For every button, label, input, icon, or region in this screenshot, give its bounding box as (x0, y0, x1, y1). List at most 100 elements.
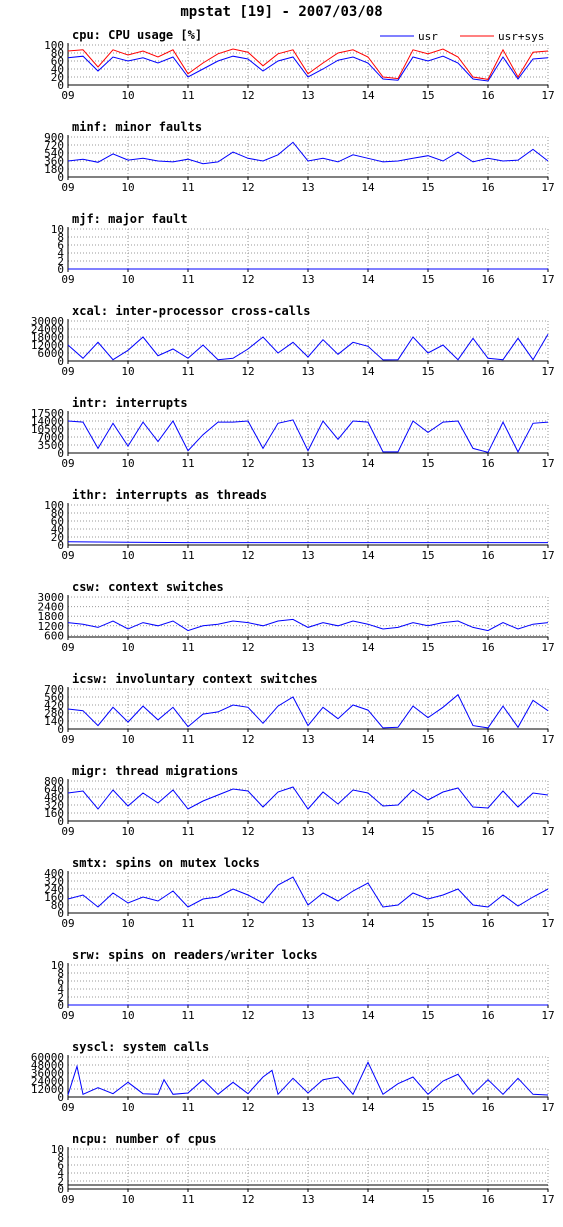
x-tick-label: 09 (61, 1193, 74, 1206)
x-tick-label: 11 (181, 1009, 194, 1022)
x-tick-label: 17 (541, 273, 554, 286)
x-tick-label: 16 (481, 549, 494, 562)
x-tick-label: 09 (61, 365, 74, 378)
x-tick-label: 13 (301, 457, 314, 470)
y-tick-label: 6 (57, 239, 64, 252)
y-tick-label: 12000 (31, 1083, 64, 1096)
y-tick-label: 60000 (31, 1051, 64, 1064)
x-tick-label: 16 (481, 917, 494, 930)
x-tick-label: 15 (421, 917, 434, 930)
series-line (67, 334, 549, 361)
x-tick-label: 15 (421, 181, 434, 194)
x-tick-label: 17 (541, 641, 554, 654)
chart-xcal: xcal: inter-processor cross-calls0600012… (31, 304, 555, 378)
chart-title: migr: thread migrations (72, 764, 238, 778)
y-tick-label: 360 (44, 155, 64, 168)
y-tick-label: 0 (57, 723, 64, 736)
y-tick-label: 8 (57, 1151, 64, 1164)
x-tick-label: 16 (481, 1193, 494, 1206)
y-tick-label: 1800 (38, 610, 65, 623)
series-line (67, 541, 548, 544)
y-tick-label: 14000 (31, 415, 64, 428)
x-tick-label: 16 (481, 1009, 494, 1022)
y-tick-label: 320 (44, 799, 64, 812)
x-tick-label: 13 (301, 733, 314, 746)
chart-title: syscl: system calls (72, 1040, 209, 1054)
x-tick-label: 10 (121, 733, 134, 746)
chart-title: xcal: inter-processor cross-calls (72, 304, 310, 318)
x-tick-label: 15 (421, 825, 434, 838)
x-tick-label: 12 (241, 457, 254, 470)
y-tick-label: 400 (44, 867, 64, 880)
x-tick-label: 11 (181, 917, 194, 930)
x-tick-label: 14 (361, 825, 375, 838)
x-tick-label: 12 (241, 641, 254, 654)
x-tick-label: 09 (61, 89, 74, 102)
y-tick-label: 18000 (31, 331, 64, 344)
y-tick-label: 6 (57, 975, 64, 988)
chart-title: ithr: interrupts as threads (72, 488, 267, 502)
x-tick-label: 16 (481, 1101, 494, 1114)
x-tick-label: 10 (121, 89, 134, 102)
x-tick-label: 10 (121, 1009, 134, 1022)
x-tick-label: 11 (181, 457, 194, 470)
x-tick-label: 12 (241, 365, 254, 378)
series-line-usr (67, 55, 549, 82)
chart-title: icsw: involuntary context switches (72, 672, 318, 686)
y-tick-label: 80 (51, 47, 64, 60)
x-tick-label: 10 (121, 1193, 134, 1206)
series-line (67, 876, 549, 908)
x-tick-label: 12 (241, 273, 254, 286)
y-tick-label: 540 (44, 147, 64, 160)
x-tick-label: 09 (61, 917, 74, 930)
x-tick-label: 16 (481, 273, 494, 286)
chart-csw: csw: context switches 6001200180024003000… (38, 580, 555, 654)
x-tick-label: 16 (481, 733, 494, 746)
y-tick-label: 8 (57, 231, 64, 244)
series-line (67, 1061, 549, 1096)
x-tick-label: 15 (421, 549, 434, 562)
y-tick-label: 30000 (31, 315, 64, 328)
y-tick-label: 640 (44, 783, 64, 796)
x-tick-label: 13 (301, 1009, 314, 1022)
x-tick-label: 09 (61, 549, 74, 562)
x-tick-label: 17 (541, 1009, 554, 1022)
x-tick-label: 13 (301, 917, 314, 930)
y-tick-label: 24000 (31, 323, 64, 336)
x-tick-label: 11 (181, 1101, 194, 1114)
y-tick-label: 600 (44, 629, 64, 642)
x-tick-label: 17 (541, 1101, 554, 1114)
x-tick-label: 10 (121, 457, 134, 470)
x-tick-label: 11 (181, 89, 194, 102)
y-tick-label: 0 (57, 539, 64, 552)
x-tick-label: 14 (361, 1101, 375, 1114)
y-tick-label: 320 (44, 875, 64, 888)
y-tick-label: 0 (57, 171, 64, 184)
x-tick-label: 14 (361, 549, 375, 562)
x-tick-label: 14 (361, 1009, 375, 1022)
x-tick-label: 16 (481, 181, 494, 194)
y-tick-label: 40 (51, 523, 64, 536)
x-tick-label: 16 (481, 641, 494, 654)
x-tick-label: 15 (421, 1193, 434, 1206)
x-tick-label: 15 (421, 1101, 434, 1114)
y-tick-label: 80 (51, 899, 64, 912)
x-tick-label: 17 (541, 733, 554, 746)
y-tick-label: 160 (44, 891, 64, 904)
y-tick-label: 36000 (31, 1067, 64, 1080)
x-tick-label: 12 (241, 1101, 254, 1114)
y-tick-label: 2 (57, 1175, 64, 1188)
chart-title: csw: context switches (72, 580, 224, 594)
x-tick-label: 14 (361, 1193, 375, 1206)
y-tick-label: 0 (57, 263, 64, 276)
x-tick-label: 17 (541, 825, 554, 838)
y-tick-label: 420 (44, 699, 64, 712)
x-tick-label: 09 (61, 1009, 74, 1022)
y-tick-label: 40 (51, 63, 64, 76)
x-tick-label: 12 (241, 549, 254, 562)
x-tick-label: 16 (481, 825, 494, 838)
x-tick-label: 12 (241, 1009, 254, 1022)
